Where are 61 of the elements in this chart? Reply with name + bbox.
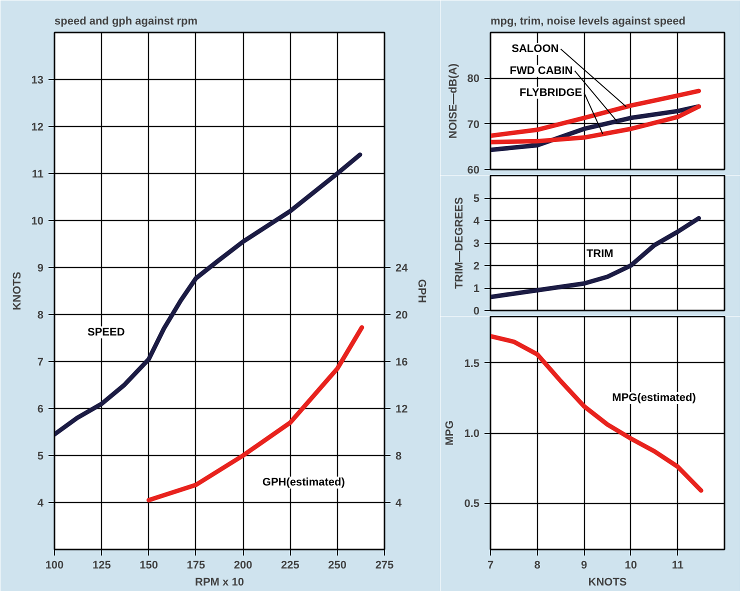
x-tick-label: 125 [92,560,111,572]
y-tick-label: 12 [31,122,44,134]
text: SALOON [512,42,559,55]
y-tick-label: 0 [473,306,480,318]
x-axis-title: KNOTS [588,576,627,588]
text: FWD CABIN [510,64,573,77]
line-series [54,152,362,437]
text: FLYBRIDGE [520,86,582,99]
y-tick-label: 0.5 [464,498,480,510]
y-tick-label: 7 [37,356,44,368]
y2-tick-label: 8 [396,450,402,462]
line-series [490,216,702,300]
x-tick-label: 7 [487,560,494,572]
y2-tick-label: 4 [396,498,402,510]
series-label: MPG(estimated) [612,392,696,404]
x-tick-label: 100 [45,560,64,572]
y-axis-title: NOISE—dB(A) [447,63,460,139]
y-tick-label: 1.5 [464,358,480,370]
chart-title: mpg, trim, noise levels against speed [490,16,686,28]
y-tick-label: 3 [473,238,480,250]
x-tick-label: 200 [234,560,252,572]
x-tick-label: 250 [328,560,347,572]
y-tick-label: 11 [32,168,44,180]
y-axis-title: KNOTS [11,272,24,310]
y-tick-label: 9 [37,262,44,274]
y-tick-label: 80 [467,73,480,86]
y-axis-title: MPG [444,420,456,446]
y2-axis-title: GPH [416,279,428,303]
y2-tick-label: 16 [396,356,408,368]
y-tick-label: 10 [31,216,44,228]
y-tick-label: 4 [473,216,480,228]
line-series [490,334,704,493]
y-tick-label: 2 [473,260,480,272]
text: SPEED [88,326,125,338]
line-series [146,325,364,502]
y2-tick-label: 12 [396,404,408,416]
y-tick-label: 13 [31,74,44,86]
series-label: TRIM [586,248,614,260]
text: GPH(estimated) [262,476,346,489]
y-tick-label: 5 [473,193,480,205]
x-tick-label: 150 [140,560,158,572]
x-tick-label: 225 [281,560,300,572]
y-tick-label: 70 [467,118,480,131]
y-tick-label: 5 [37,450,44,462]
chart-title: speed and gph against rpm [54,16,198,28]
y-tick-label: 1 [473,283,480,295]
y-tick-label: 60 [467,164,480,176]
y-tick-label: 4 [37,498,44,510]
x-tick-label: 10 [624,560,638,572]
x-axis-title: RPM x 10 [195,576,244,588]
y2-tick-label: 24 [396,262,409,274]
x-tick-label: 275 [375,560,394,572]
x-tick-label: 8 [534,560,540,572]
y2-tick-label: 20 [396,310,408,322]
y-axis-title: TRIM—DEGREES [453,197,466,289]
x-tick-label: 175 [186,560,206,572]
x-tick-label: 9 [581,560,588,572]
y-tick-label: 8 [37,310,44,322]
y-tick-label: 1.0 [464,428,480,440]
y-tick-label: 6 [37,404,44,416]
x-tick-label: 11 [672,560,684,572]
